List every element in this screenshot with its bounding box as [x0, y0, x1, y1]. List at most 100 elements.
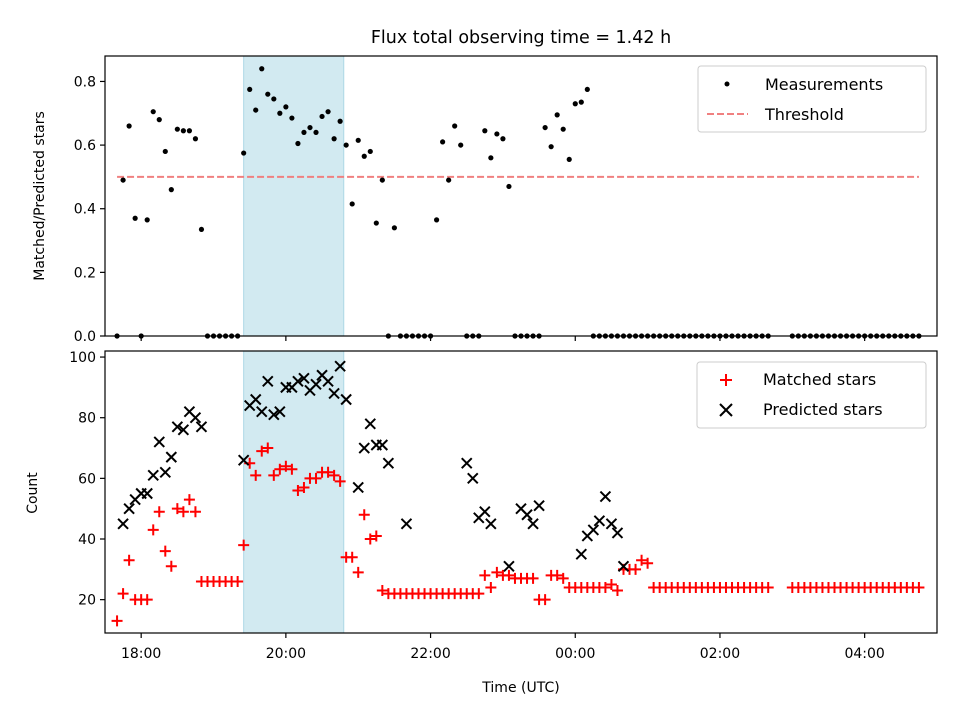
matched-star-point — [165, 560, 177, 572]
measurement-point — [373, 220, 379, 226]
predicted-star-point — [322, 375, 334, 388]
measurement-point — [307, 124, 313, 131]
matched-star-point — [611, 585, 623, 597]
measurement-point — [319, 113, 325, 120]
top-chart-title: Flux total observing time = 1.42 h — [371, 28, 671, 48]
measurement-point — [440, 139, 446, 145]
measurement-point — [578, 99, 584, 105]
bottom-y-axis-label: Count — [25, 472, 41, 514]
legend-measurements-marker — [724, 81, 730, 87]
predicted-star-point — [587, 524, 600, 536]
predicted-star-point — [575, 548, 587, 560]
predicted-star-point — [159, 466, 171, 478]
matched-star-point — [141, 594, 153, 606]
measurement-point — [482, 128, 488, 134]
top-legend: Measurements Threshold — [697, 65, 927, 133]
y-tick-label: 0.4 — [74, 202, 96, 218]
measurement-point — [500, 136, 506, 142]
predicted-star-point — [521, 509, 533, 521]
matched-star-point — [479, 569, 491, 581]
top-legend-box — [697, 65, 927, 133]
measurement-point — [355, 137, 361, 143]
predicted-star-point — [503, 560, 515, 572]
matched-star-point — [274, 463, 286, 475]
measurement-point — [325, 109, 331, 115]
matched-star-point — [189, 506, 201, 518]
matched-star-point — [147, 524, 159, 536]
top-plot-area: 0.0 0.2 0.4 0.6 0.8 — [74, 55, 938, 345]
measurement-point — [156, 117, 162, 123]
predicted-star-point — [310, 378, 322, 391]
legend-predicted-marker — [719, 403, 733, 417]
predicted-star-point — [171, 421, 184, 433]
bottom-legend: Matched stars Predicted stars — [696, 361, 927, 429]
bottom-plot-area: 20 40 60 80 100 18:00 20:00 22:00 00:00 02:00 04:0… — [69, 350, 938, 662]
predicted-star-point — [189, 412, 202, 424]
legend-threshold-label: Threshold — [764, 105, 844, 124]
measurement-point — [379, 177, 385, 183]
y-tick-label: 80 — [78, 411, 96, 427]
predicted-star-point — [400, 518, 413, 530]
measurement-point — [192, 136, 199, 142]
predicted-star-point — [358, 442, 370, 454]
measurement-point — [584, 86, 590, 93]
measurement-point — [343, 142, 349, 148]
matched-star-point — [256, 445, 268, 457]
legend-matched-label: Matched stars — [763, 370, 876, 389]
matched-star-point — [352, 566, 364, 578]
measurement-point — [331, 136, 337, 142]
y-tick-label: 0.2 — [74, 265, 96, 281]
bottom-panel: 20 40 60 80 100 18:00 20:00 22:00 00:00 02:00 04:0… — [25, 350, 938, 696]
predicted-star-point — [274, 405, 286, 418]
measurement-point — [548, 144, 554, 150]
axes-frame — [104, 55, 938, 337]
predicted-star-point — [467, 472, 479, 485]
measurement-point — [168, 187, 174, 193]
matched-star-point — [491, 566, 503, 578]
y-tick-label: 0.0 — [74, 329, 96, 345]
measurement-point — [349, 201, 355, 207]
legend-matched-marker — [720, 374, 732, 386]
predicted-star-point — [611, 527, 624, 539]
x-tick-label: 00:00 — [555, 646, 595, 662]
predicted-star-point — [364, 418, 376, 430]
matched-star-point — [250, 469, 262, 481]
predicted-star-point — [123, 502, 135, 515]
y-tick-label: 100 — [69, 350, 96, 366]
matched-star-point — [642, 557, 654, 569]
matched-star-point — [232, 575, 244, 587]
matched-star-point — [183, 494, 195, 506]
predicted-star-point — [328, 387, 340, 400]
matched-star-point — [539, 594, 551, 606]
measurement-point — [265, 91, 271, 97]
measurement-point — [144, 217, 150, 223]
matched-star-point — [328, 469, 340, 481]
measurement-point — [126, 123, 132, 129]
predicted-star-point — [479, 506, 491, 518]
measurement-point — [301, 129, 307, 135]
matched-star-point — [159, 545, 171, 557]
measurement-point — [162, 148, 168, 155]
measurement-point — [132, 215, 138, 221]
matched-star-point — [630, 563, 642, 575]
matched-star-point — [310, 472, 322, 484]
measurement-point — [271, 96, 277, 102]
predicted-star-point — [617, 560, 630, 572]
predicted-star-point — [527, 518, 539, 530]
predicted-star-point — [605, 518, 618, 530]
matched-star-point — [485, 582, 497, 594]
matched-star-point — [298, 481, 310, 493]
predicted-star-point — [153, 436, 165, 448]
y-tick-label: 20 — [78, 593, 96, 609]
measurement-point — [391, 225, 397, 231]
matched-star-point — [171, 503, 183, 515]
measurement-point — [313, 129, 319, 135]
measurement-point — [253, 107, 259, 113]
legend-measurements-label: Measurements — [765, 75, 883, 94]
matched-star-point — [503, 569, 515, 581]
matched-star-point — [376, 585, 388, 597]
predicted-star-point — [533, 499, 545, 512]
measurement-point — [367, 148, 373, 155]
measurement-point — [241, 150, 247, 156]
